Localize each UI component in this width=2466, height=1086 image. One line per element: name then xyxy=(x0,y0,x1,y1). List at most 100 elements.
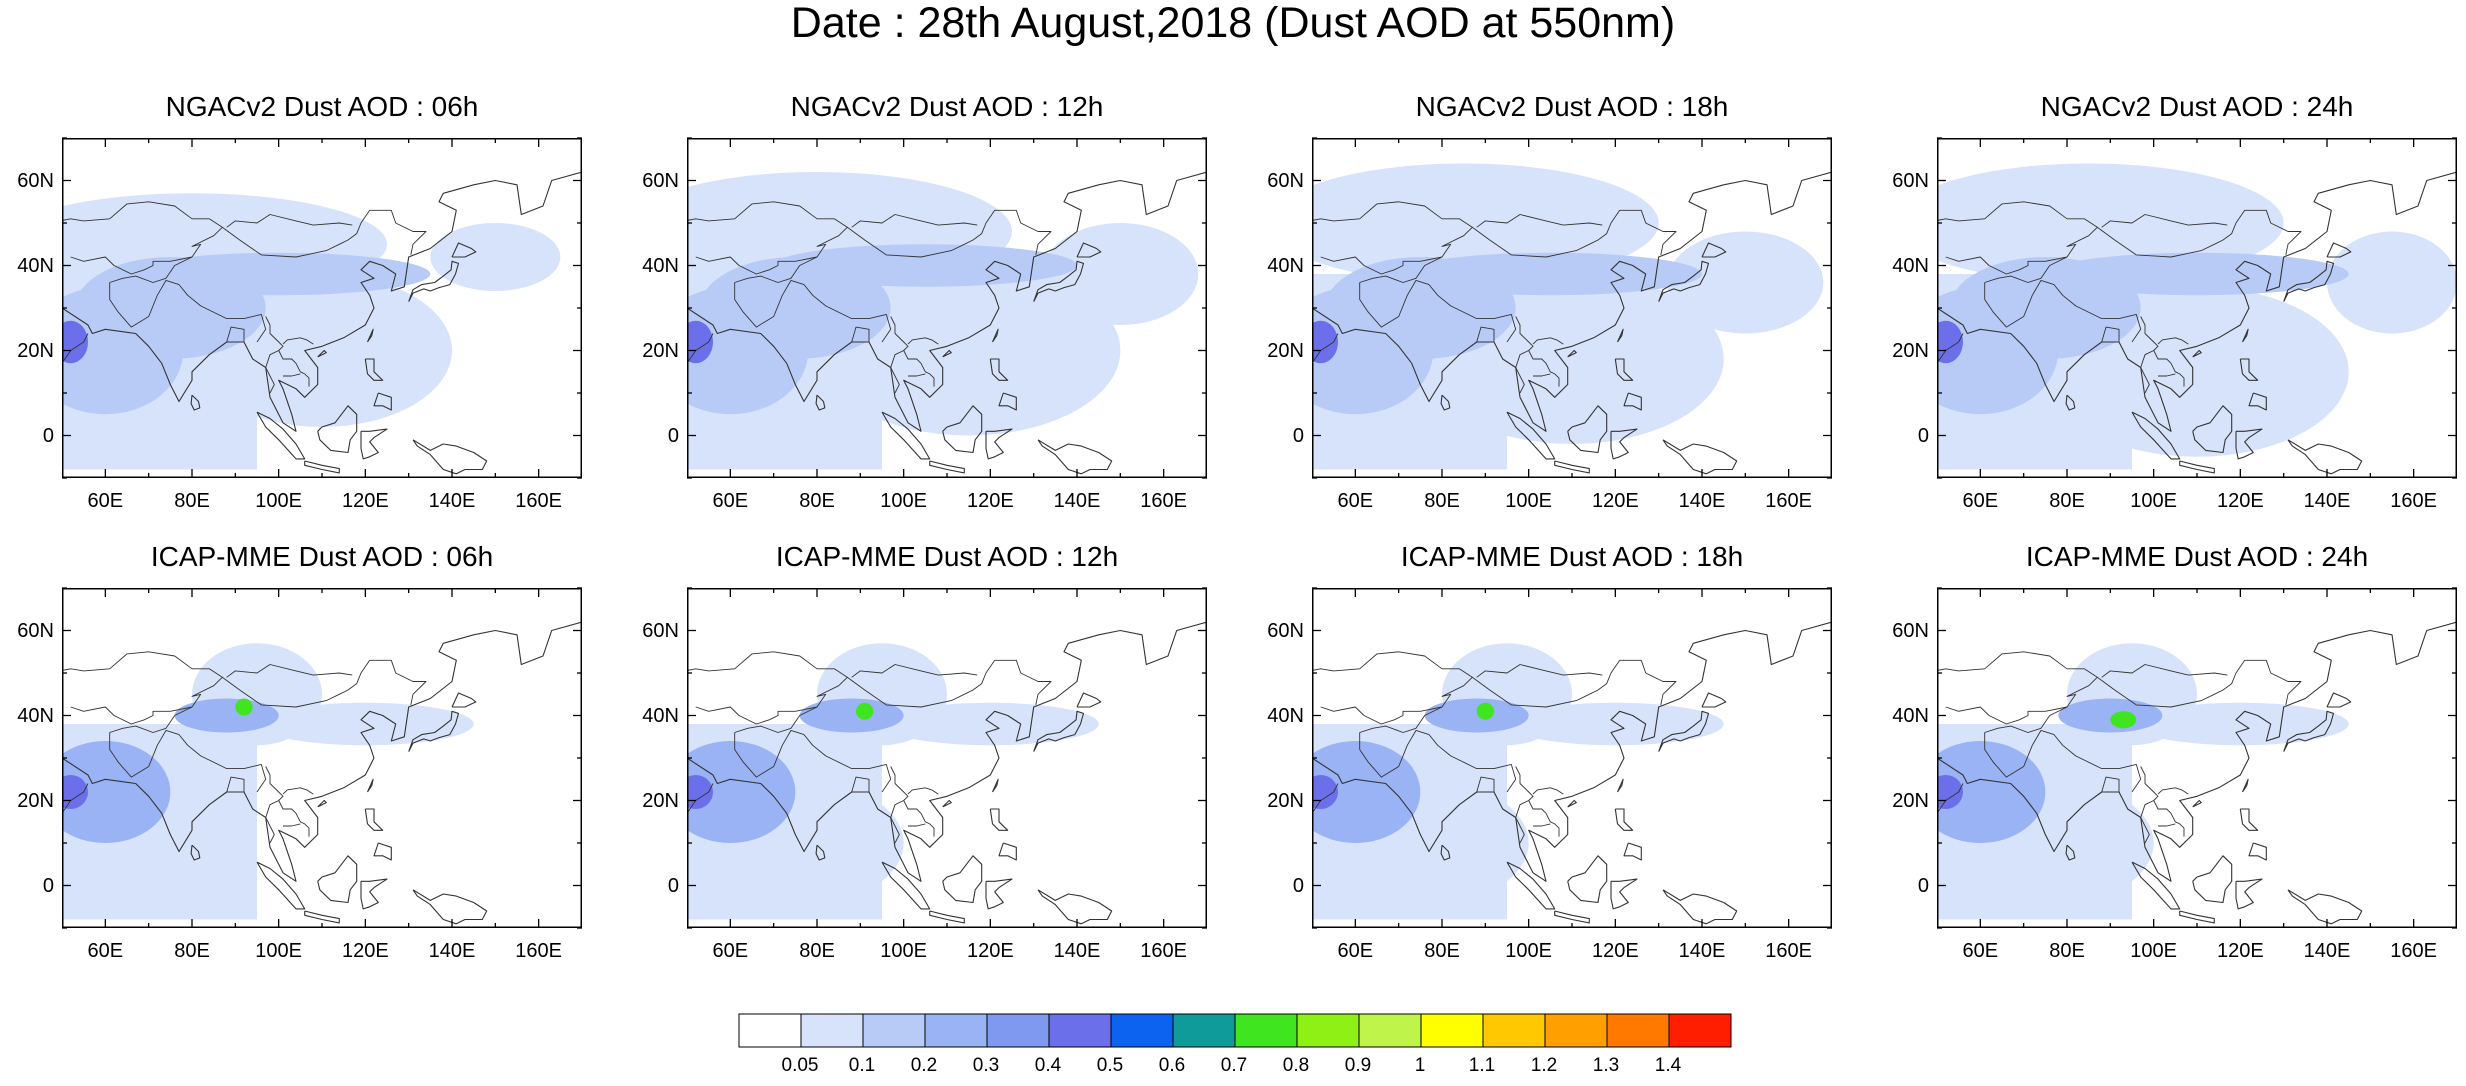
y-tick-label: 60N xyxy=(1267,169,1304,192)
coastline xyxy=(190,394,201,411)
country-border xyxy=(890,766,909,844)
coastline xyxy=(1614,808,1634,831)
colorbar-box xyxy=(1172,1013,1236,1048)
coastline xyxy=(991,778,999,793)
dust-region xyxy=(2110,711,2137,729)
country-border xyxy=(1533,373,1551,377)
x-tick-label: 120E xyxy=(341,490,389,512)
coastline xyxy=(998,392,1017,411)
country-border xyxy=(70,256,193,275)
x-tick-label: 160E xyxy=(2390,940,2438,962)
dust-region xyxy=(235,698,253,716)
dust-region xyxy=(817,265,1121,436)
country-border xyxy=(226,776,245,793)
coastline xyxy=(1440,394,1451,411)
dust-region xyxy=(1937,163,2284,283)
y-tick-label: 60N xyxy=(642,169,679,192)
country-border xyxy=(2158,823,2176,827)
coastline xyxy=(985,878,1013,910)
x-tick-label: 140E xyxy=(1678,940,1726,962)
country-border xyxy=(265,766,284,844)
y-tick-label: 40N xyxy=(17,254,54,277)
coastline xyxy=(190,844,201,861)
y-tick-label: 40N xyxy=(642,704,679,727)
x-tick-label: 60E xyxy=(87,490,124,512)
coastline xyxy=(373,842,392,861)
x-tick-label: 60E xyxy=(1962,940,1999,962)
colorbar-box xyxy=(1668,1013,1732,1048)
x-tick-label: 140E xyxy=(2303,940,2351,962)
y-tick-label: 0 xyxy=(1917,424,1929,447)
panel-title: ICAP-MME Dust AOD : 24h xyxy=(2025,541,2369,572)
country-border xyxy=(1312,201,1473,228)
coastline xyxy=(366,778,374,793)
colorbar-box xyxy=(1296,1013,1360,1048)
x-tick-label: 60E xyxy=(712,940,749,962)
coastline xyxy=(317,799,327,808)
coastline xyxy=(998,842,1017,861)
colorbar-label: 0.05 xyxy=(781,1055,819,1076)
dust-region xyxy=(687,320,713,364)
coastline xyxy=(2287,439,2363,475)
colorbar-box xyxy=(800,1013,864,1048)
coastline xyxy=(364,358,384,381)
country-border xyxy=(62,651,223,678)
coastline xyxy=(2326,242,2352,258)
country-border xyxy=(2153,350,2185,387)
colorbar-box xyxy=(986,1013,1050,1048)
coastline xyxy=(1937,621,2457,882)
country-border xyxy=(226,664,353,678)
coastline xyxy=(2179,460,2215,474)
x-tick-label: 120E xyxy=(2216,490,2264,512)
y-tick-label: 40N xyxy=(1267,254,1304,277)
country-border xyxy=(265,316,284,394)
colorbar-box xyxy=(1234,1013,1298,1048)
coastline xyxy=(412,889,488,925)
dust-region xyxy=(2045,252,2349,296)
country-border xyxy=(687,201,848,228)
country-border xyxy=(2157,787,2189,795)
colorbar-label: 1.1 xyxy=(1468,1055,1496,1076)
coastline xyxy=(1701,692,1727,708)
y-tick-label: 60N xyxy=(1892,619,1929,642)
country-border xyxy=(1515,316,1534,394)
x-tick-label: 140E xyxy=(428,940,476,962)
coastline xyxy=(1554,910,1590,924)
coastline xyxy=(2326,692,2352,708)
colorbar-box xyxy=(1544,1013,1608,1048)
colorbar-box xyxy=(1358,1013,1422,1048)
x-tick-label: 80E xyxy=(1424,490,1460,512)
country-border xyxy=(1359,659,1677,733)
dust-region xyxy=(799,698,904,733)
x-tick-label: 100E xyxy=(880,490,928,512)
coastline xyxy=(1567,855,1608,904)
map-panel-icap-24h xyxy=(1937,587,2457,929)
x-tick-label: 100E xyxy=(1505,940,1553,962)
coastline xyxy=(408,260,460,302)
y-tick-label: 60N xyxy=(1267,619,1304,642)
x-tick-label: 100E xyxy=(255,940,303,962)
map-panel-ngac-12h xyxy=(687,137,1207,479)
country-border xyxy=(1937,333,1964,364)
country-border xyxy=(1320,706,1443,725)
coastline xyxy=(815,394,826,411)
country-border xyxy=(70,706,193,725)
dust-region xyxy=(62,775,88,809)
x-tick-label: 60E xyxy=(712,490,749,512)
dust-region xyxy=(1937,775,1963,809)
x-tick-label: 160E xyxy=(515,940,563,962)
colorbar-label: 0.3 xyxy=(972,1055,1000,1076)
dust-region xyxy=(1937,320,1963,364)
country-border xyxy=(109,209,427,283)
coastline xyxy=(451,692,477,708)
y-tick-label: 40N xyxy=(1892,254,1929,277)
coastline xyxy=(1033,710,1085,752)
coastline xyxy=(2241,778,2249,793)
x-tick-label: 140E xyxy=(1053,490,1101,512)
country-border xyxy=(109,659,427,733)
dust-region xyxy=(62,286,184,415)
country-border xyxy=(734,729,892,793)
x-tick-label: 120E xyxy=(341,940,389,962)
x-tick-label: 80E xyxy=(174,940,210,962)
dust-region xyxy=(1312,775,1338,809)
